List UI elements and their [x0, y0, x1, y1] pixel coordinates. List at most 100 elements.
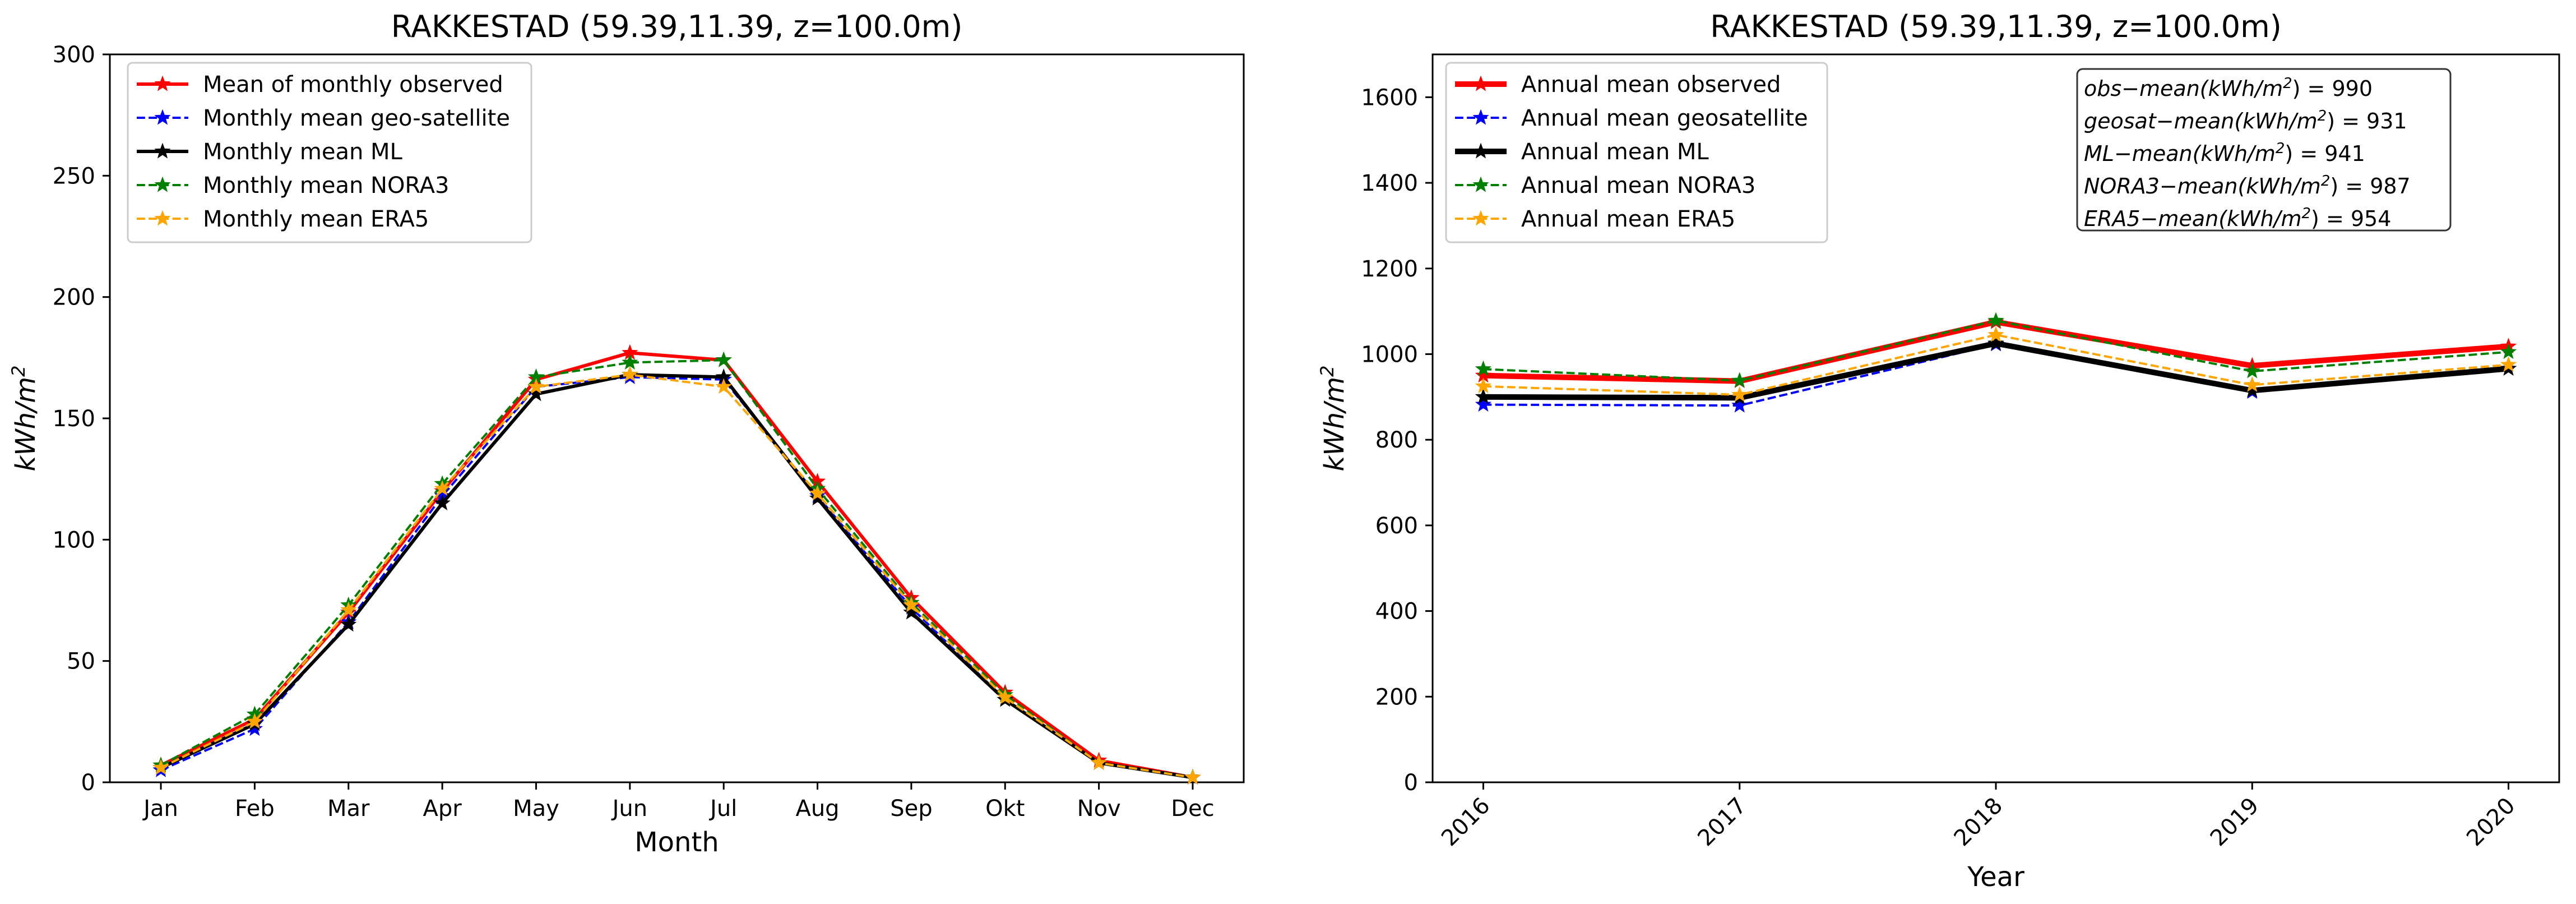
x-tick-label: 2016	[1437, 793, 1495, 852]
stats-annotation-name: obs−mean(kWh/m	[2084, 76, 2283, 101]
y-axis-label-unit: kWh/m	[1319, 377, 1350, 472]
legend-entry: Mean of monthly observed	[137, 72, 503, 98]
legend-swatch-marker	[154, 109, 171, 125]
data-point-marker	[622, 354, 638, 370]
data-point-marker	[527, 385, 545, 402]
x-axis-label: Year	[1967, 861, 2024, 893]
y-axis-label-unit: kWh/m	[10, 377, 41, 472]
chart-title: RAKKESTAD (59.39,11.39, z=100.0m)	[1710, 9, 2282, 44]
data-point-marker	[1475, 360, 1492, 376]
y-tick-label: 200	[53, 285, 95, 311]
y-tick-label: 400	[1375, 599, 1418, 625]
chart-annual: RAKKESTAD (59.39,11.39, z=100.0m) 0 200 400…	[1317, 9, 2560, 893]
y-tick-label: 50	[67, 649, 95, 675]
series-line	[160, 373, 1193, 779]
data-point-marker	[2500, 343, 2517, 359]
legend-entry: Monthly mean NORA3	[137, 173, 449, 199]
stats-annotation-value: ) = 941	[2285, 141, 2365, 166]
series-line	[1483, 343, 2509, 407]
legend-swatch-marker	[154, 176, 171, 192]
data-point-marker	[1987, 312, 2004, 328]
series-2	[1475, 334, 2517, 405]
legend-entry: Annual mean ML	[1455, 139, 1709, 165]
y-tick-label: 0	[81, 770, 95, 796]
data-point-marker	[1475, 396, 1492, 412]
legend-swatch-marker	[1472, 142, 1489, 159]
stats-annotation-line: NORA3−mean(kWh/m2) = 987	[2084, 173, 2411, 199]
legend-label: Annual mean NORA3	[1521, 173, 1755, 199]
stats-annotation-superscript: 2	[2283, 75, 2292, 92]
data-point-marker	[1987, 334, 2004, 350]
legend-swatch-marker	[1472, 210, 1489, 226]
stats-annotation: obs−mean(kWh/m2) = 990geosat−mean(kWh/m2…	[2076, 68, 2452, 232]
legend-label: Annual mean ML	[1521, 139, 1709, 165]
legend-entry: Annual mean geosatellite	[1455, 105, 1808, 131]
legend-label: Monthly mean geo-satellite	[203, 105, 510, 131]
data-point-marker	[340, 601, 357, 617]
stats-annotation-value: ) = 987	[2330, 174, 2410, 199]
data-point-marker	[997, 689, 1013, 705]
legend-label: Annual mean observed	[1521, 72, 1781, 98]
data-point-marker	[715, 378, 732, 394]
legend-label: Monthly mean ERA5	[203, 206, 429, 232]
x-tick-label: 2018	[1949, 793, 2008, 852]
series-line	[160, 359, 1193, 779]
data-point-marker	[903, 596, 920, 612]
x-tick-label: Dec	[1171, 796, 1214, 822]
stats-annotation-line: geosat−mean(kWh/m2) = 931	[2084, 108, 2407, 133]
legend-frame	[127, 62, 532, 243]
stats-annotation-name: ML−mean(kWh/m	[2084, 141, 2276, 166]
x-tick-label: Apr	[423, 796, 462, 822]
data-point-marker	[1184, 768, 1201, 785]
stats-annotation-value: ) = 954	[2311, 206, 2391, 231]
legend: Annual mean observed Annual mean geosatel…	[1445, 62, 1828, 243]
y-tick-label: 150	[53, 406, 95, 432]
legend-swatch-marker	[1472, 109, 1489, 125]
legend-swatch-marker	[154, 210, 171, 226]
stats-annotation-superscript: 2	[2276, 140, 2285, 157]
data-point-marker	[809, 485, 826, 501]
y-axis-label: kWh/m2	[8, 366, 41, 472]
data-point-marker	[1731, 396, 1748, 413]
x-tick-label: Feb	[235, 796, 275, 822]
x-tick-label: Okt	[985, 796, 1025, 822]
y-tick-label: 300	[53, 42, 95, 68]
data-point-marker	[527, 378, 545, 394]
legend-entry: Monthly mean ERA5	[137, 206, 429, 232]
data-point-marker	[622, 366, 638, 382]
y-tick-label: 600	[1375, 513, 1418, 539]
y-tick-label: 1600	[1361, 85, 1418, 110]
x-tick-label: Sep	[890, 796, 932, 822]
data-point-marker	[1475, 388, 1492, 404]
x-tick-label: Jun	[611, 796, 648, 822]
data-point-marker	[715, 351, 732, 367]
data-point-marker	[809, 490, 826, 506]
data-point-marker	[246, 713, 263, 729]
x-axis-label: Month	[634, 827, 719, 858]
stats-annotation-line: ML−mean(kWh/m2) = 941	[2084, 140, 2365, 166]
x-tick-label: Jan	[142, 796, 178, 822]
data-point-marker	[434, 480, 451, 496]
legend-swatch-marker	[1472, 176, 1489, 192]
stats-annotation-name: NORA3−mean(kWh/m	[2084, 174, 2321, 199]
y-tick-label: 1400	[1361, 170, 1418, 196]
data-point-marker	[1731, 386, 1748, 402]
legend-entry: Annual mean ERA5	[1455, 206, 1735, 232]
y-axis-label-superscript: 2	[8, 366, 29, 377]
stats-annotation-frame	[2076, 68, 2452, 232]
series-line	[160, 373, 1193, 780]
x-tick-label: Aug	[795, 796, 839, 822]
legend-label: Annual mean ERA5	[1521, 206, 1735, 232]
legend-swatch-marker	[154, 75, 171, 91]
x-tick-label: Nov	[1077, 796, 1121, 822]
y-tick-label: 250	[53, 163, 95, 189]
stats-annotation-superscript: 2	[2302, 205, 2311, 222]
x-tick-label: Jul	[708, 796, 737, 822]
stats-annotation-value: ) = 990	[2292, 76, 2373, 101]
stats-annotation-name: ERA5−mean(kWh/m	[2084, 206, 2302, 231]
stats-annotation-line: obs−mean(kWh/m2) = 990	[2084, 75, 2373, 101]
series-line	[1483, 319, 2509, 382]
legend-label: Mean of monthly observed	[203, 72, 503, 98]
data-point-marker	[2244, 376, 2260, 392]
